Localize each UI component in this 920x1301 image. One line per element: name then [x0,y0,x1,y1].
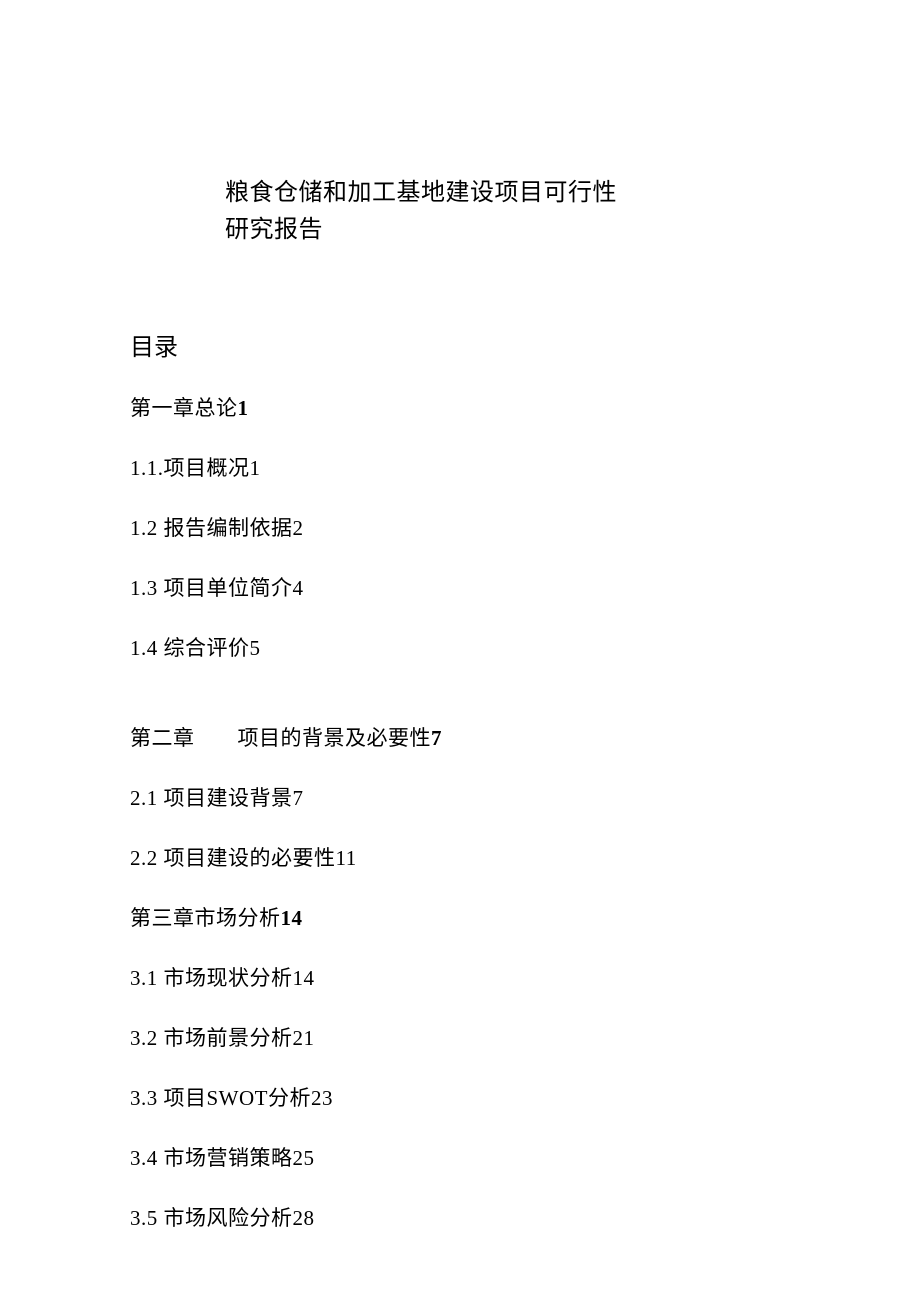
toc-entry-label: 3.4 市场营销策略 [130,1146,293,1170]
toc-entry-label: 第一章总论 [130,396,238,420]
toc-heading: 目录 [130,327,790,362]
toc-entry-page: 21 [293,1026,315,1050]
toc-entry-label: 3.3 项目SWOT分析 [130,1086,311,1110]
toc-entry-page: 1 [238,396,249,420]
toc-entry: 第二章 项目的背景及必要性7 [130,722,790,752]
toc-entry: 3.1 市场现状分析14 [130,962,790,992]
toc-entry-label: 2.1 项目建设背景 [130,786,293,810]
toc-entry-label: 1.3 项目单位简介 [130,576,293,600]
toc-entry: 1.3 项目单位简介4 [130,572,790,602]
toc-entry: 1.1.项目概况1 [130,452,790,482]
toc-entry: 第三章市场分析14 [130,902,790,932]
toc-entry: 3.5 市场风险分析28 [130,1202,790,1232]
toc-entry-label: 2.2 项目建设的必要性 [130,846,336,870]
toc-entry-label: 3.5 市场风险分析 [130,1206,293,1230]
toc-entry: 3.4 市场营销策略25 [130,1142,790,1172]
toc-entry-page: 2 [293,516,304,540]
toc-entry: 3.2 市场前景分析21 [130,1022,790,1052]
toc-entry-page: 25 [293,1146,315,1170]
title-line-2: 研究报告 [225,212,790,249]
toc-entry: 1.2 报告编制依据2 [130,512,790,542]
toc-entry-page: 1 [250,456,261,480]
toc-entry-page: 7 [293,786,304,810]
title-line-1: 粮食仓储和加工基地建设项目可行性 [225,175,790,212]
toc-entry-label: 3.1 市场现状分析 [130,966,293,990]
toc-entry-label: 3.2 市场前景分析 [130,1026,293,1050]
toc-entry: 2.2 项目建设的必要性11 [130,842,790,872]
toc-entry-page: 4 [293,576,304,600]
toc-entry: 2.1 项目建设背景7 [130,782,790,812]
toc-entry-page: 11 [336,846,357,870]
toc-entry-page: 5 [250,636,261,660]
toc-entry-page: 14 [293,966,315,990]
toc-list: 第一章总论11.1.项目概况11.2 报告编制依据21.3 项目单位简介41.4… [130,392,790,1232]
toc-entry-label: 第二章 项目的背景及必要性 [130,726,431,750]
toc-entry-label: 1.4 综合评价 [130,636,250,660]
document-title-block: 粮食仓储和加工基地建设项目可行性 研究报告 [225,175,790,249]
toc-entry-page: 23 [311,1086,333,1110]
toc-entry-page: 14 [281,906,303,930]
toc-entry: 1.4 综合评价5 [130,632,790,662]
toc-entry: 第一章总论1 [130,392,790,422]
toc-entry-label: 1.2 报告编制依据 [130,516,293,540]
toc-entry-label: 1.1.项目概况 [130,456,250,480]
toc-entry-page: 7 [431,726,442,750]
toc-entry: 3.3 项目SWOT分析23 [130,1082,790,1112]
toc-entry-label: 第三章市场分析 [130,906,281,930]
toc-entry-page: 28 [293,1206,315,1230]
